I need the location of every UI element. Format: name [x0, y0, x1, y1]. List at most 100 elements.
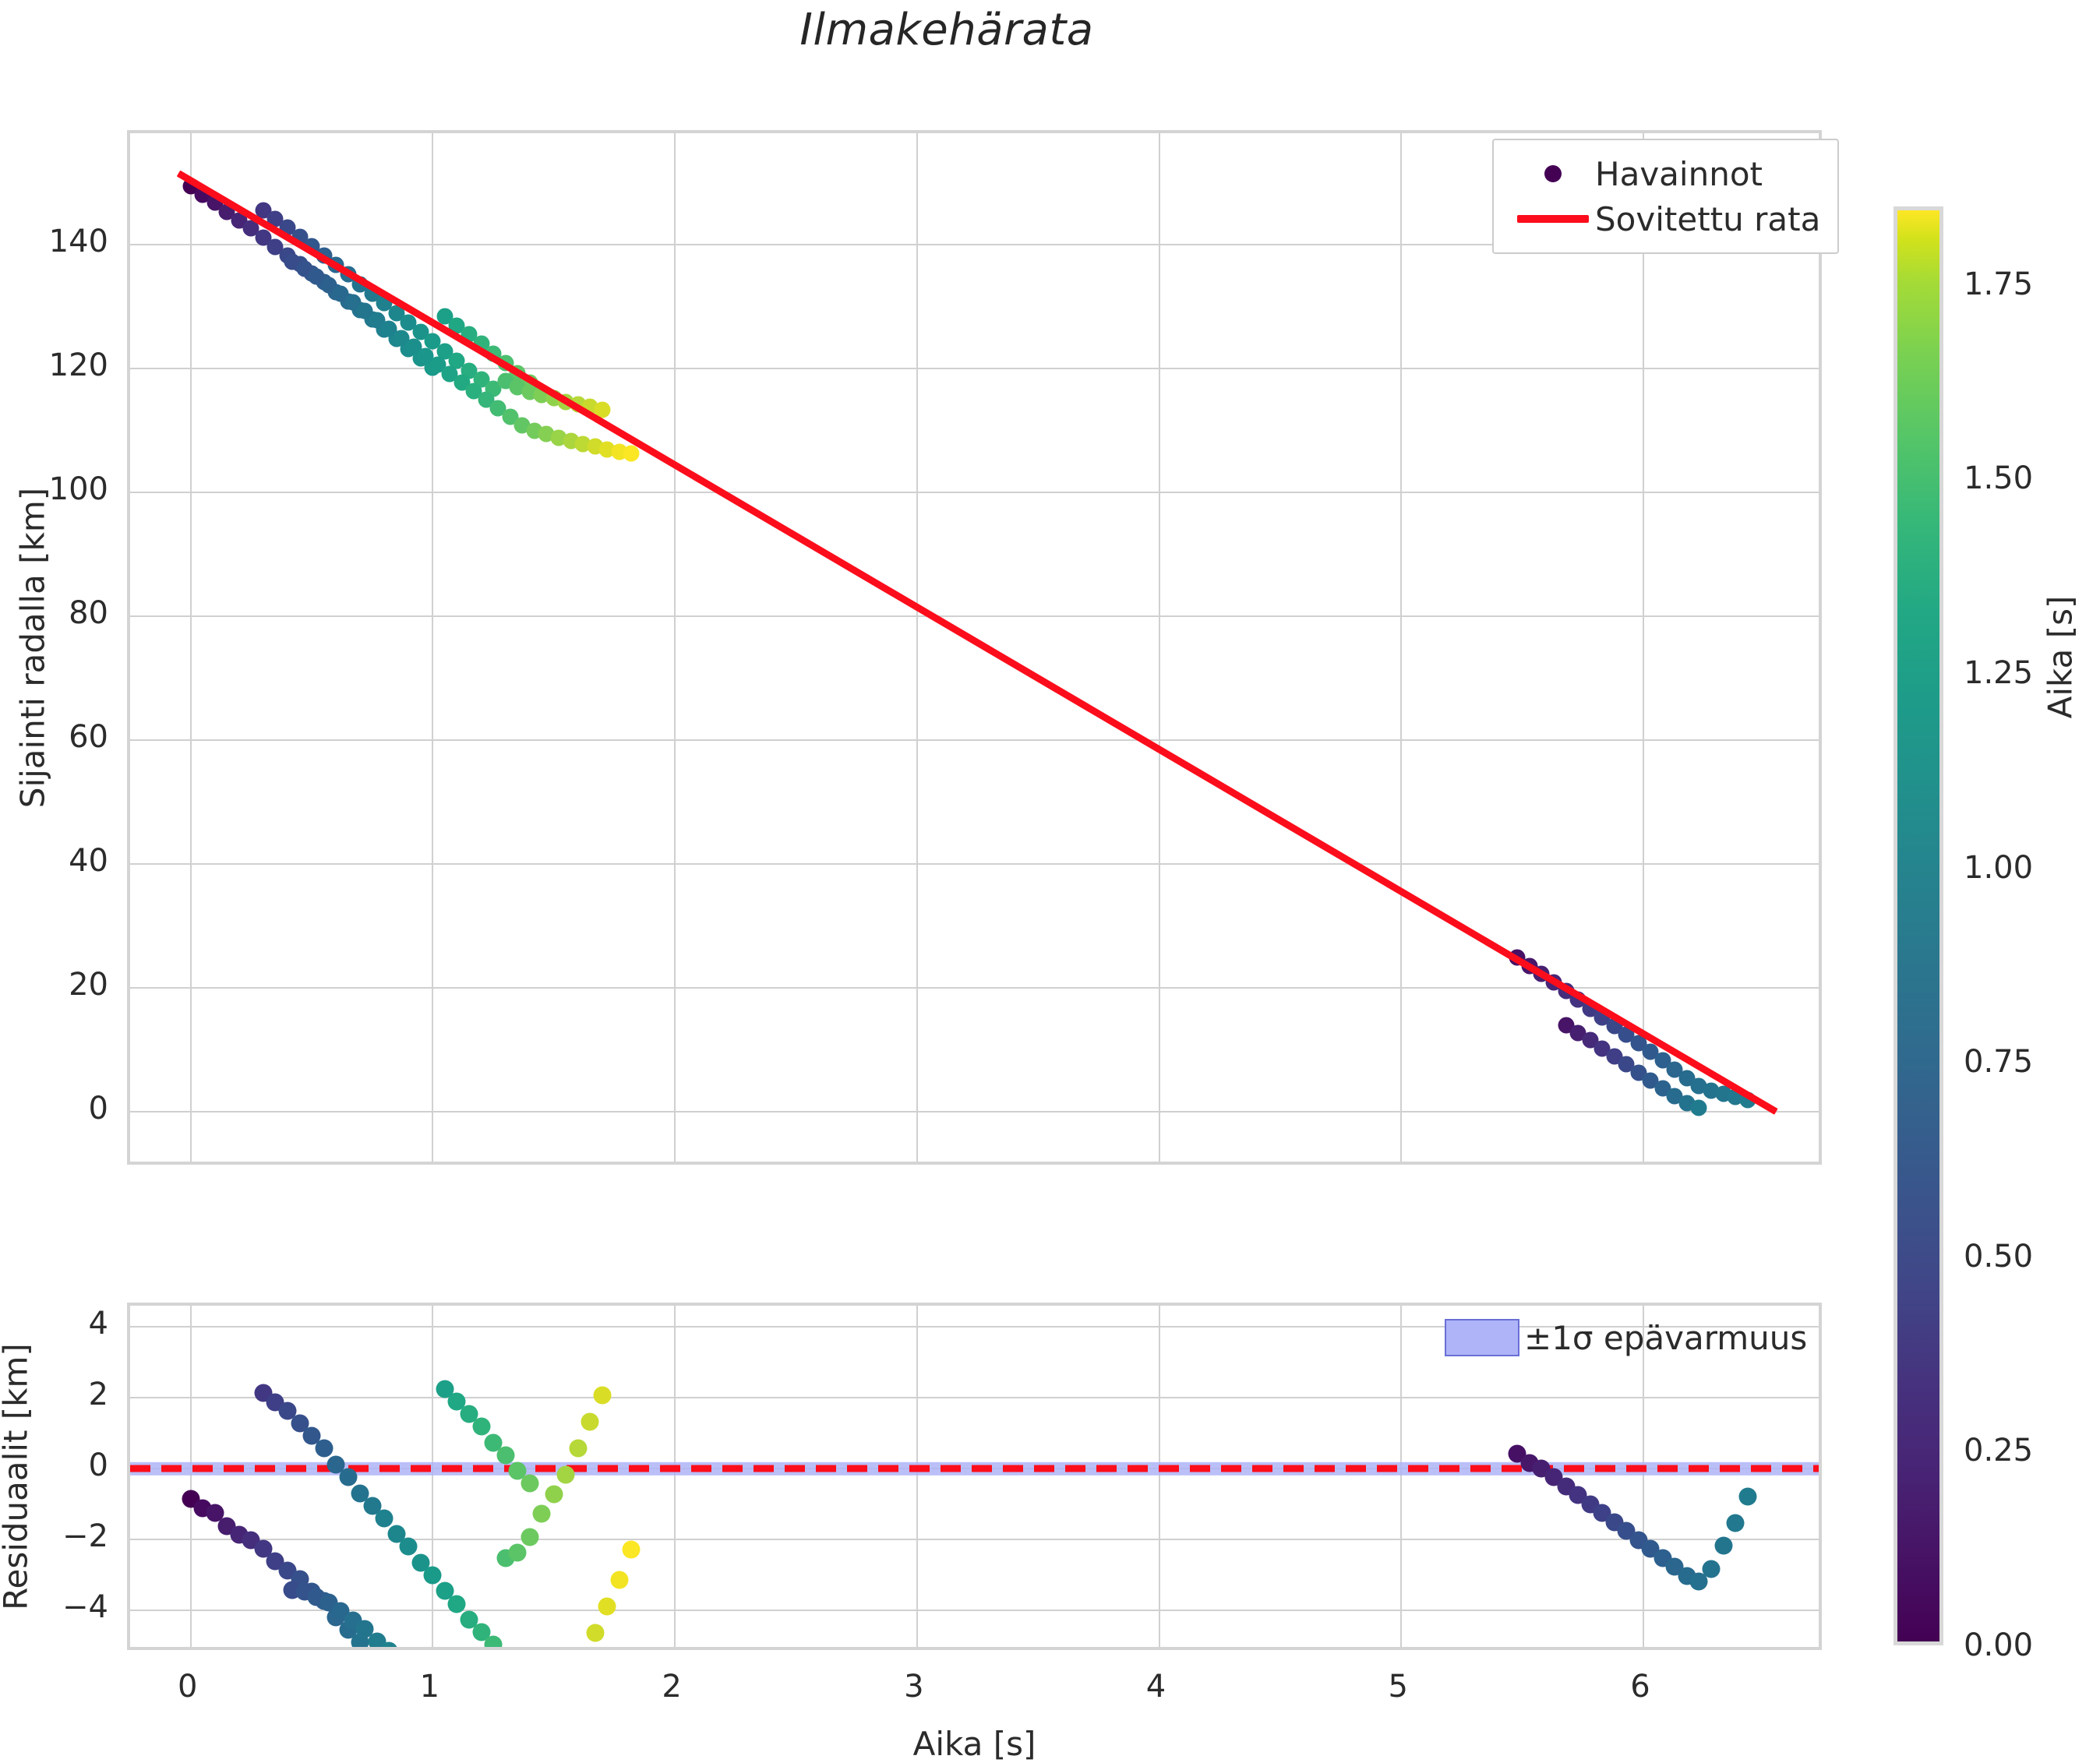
x-tick-label: 1 [419, 1669, 440, 1705]
sigma-band-icon [1440, 1319, 1524, 1356]
scatter-point [424, 333, 441, 350]
residual-point [339, 1468, 358, 1486]
legend-label-havainnot: Havainnot [1595, 154, 1763, 193]
residual-point [586, 1624, 605, 1642]
gridline-horizontal [130, 244, 1819, 246]
page-title: Ilmakehärata [799, 5, 1094, 55]
residual-point [472, 1417, 491, 1436]
residual-point [556, 1465, 575, 1484]
gridline-vertical [1642, 1306, 1644, 1647]
gridline-vertical [1158, 133, 1160, 1162]
residual-point [545, 1485, 563, 1504]
residual-point [598, 1597, 616, 1616]
fit-line-icon [1511, 215, 1595, 223]
residual-point [508, 1462, 527, 1480]
gridline-vertical [1642, 133, 1644, 1162]
scatter-point [623, 445, 640, 462]
residual-point [1726, 1514, 1745, 1532]
residual-point [351, 1484, 369, 1503]
residual-point [368, 1632, 386, 1647]
colorbar-tick-label: 0.75 [1964, 1044, 2034, 1081]
y-tick-label: 40 [69, 843, 108, 880]
y-tick-label: 140 [48, 224, 108, 260]
colorbar-tick-label: 1.50 [1964, 460, 2034, 497]
scatter-point [405, 338, 422, 355]
residual-point [315, 1439, 334, 1458]
residual-point [375, 1509, 394, 1528]
scatter-point [380, 320, 397, 337]
residual-y-tick-label: 4 [88, 1306, 108, 1342]
gridline-horizontal [130, 1397, 1819, 1399]
scatter-point [594, 401, 611, 418]
residual-legend: ±1σ epävarmuus [1440, 1314, 1807, 1361]
legend-label-sovitettu-rata: Sovitettu rata [1595, 199, 1821, 238]
scatter-point [255, 229, 272, 246]
colorbar-tick-label: 0.50 [1964, 1238, 2034, 1275]
residual-point [436, 1380, 454, 1398]
residual-point [496, 1446, 515, 1465]
scatter-marker-icon [1511, 165, 1595, 182]
scatter-point [1690, 1099, 1707, 1116]
residual-point [532, 1504, 551, 1523]
residual-point [1714, 1536, 1732, 1555]
residual-point [291, 1414, 309, 1433]
legend-label-sigma: ±1σ epävarmuus [1524, 1318, 1808, 1357]
scatter-point [388, 305, 405, 322]
colorbar-tick-label: 1.25 [1964, 655, 2034, 692]
scatter-point [344, 294, 362, 311]
residual-point [411, 1553, 430, 1572]
residual-point [302, 1426, 321, 1445]
y-tick-label: 80 [69, 595, 108, 632]
y-tick-label: 100 [48, 471, 108, 508]
gridline-vertical [916, 1306, 918, 1647]
legend-item-sigma: ±1σ epävarmuus [1440, 1314, 1807, 1361]
residual-point [447, 1595, 466, 1613]
residual-y-axis-label: Residuaalit [km] [0, 1343, 35, 1610]
residual-point [581, 1412, 599, 1431]
residual-point [484, 1433, 503, 1452]
gridline-vertical [1158, 1306, 1160, 1647]
residual-point [355, 1620, 374, 1638]
scatter-point [436, 343, 454, 360]
y-tick-label: 60 [69, 719, 108, 756]
zero-reference-line [130, 1465, 1819, 1472]
residual-point [1702, 1560, 1721, 1578]
residual-point [399, 1537, 418, 1556]
gridline-horizontal [130, 739, 1819, 742]
colorbar-tick-label: 0.00 [1964, 1627, 2034, 1663]
residual-point [423, 1566, 442, 1585]
residual-point [622, 1540, 641, 1559]
residual-point [206, 1504, 224, 1522]
scatter-point [412, 323, 429, 340]
residual-point [436, 1581, 454, 1600]
residual-point [521, 1474, 539, 1493]
main-legend: Havainnot Sovitettu rata [1492, 139, 1840, 254]
scatter-point [242, 220, 259, 237]
residual-plot-axes [127, 1303, 1822, 1650]
residual-point [1689, 1572, 1708, 1591]
residual-point [472, 1623, 491, 1641]
residual-point [363, 1497, 382, 1515]
main-y-axis-label: Sijainti radalla [km] [13, 487, 52, 809]
colorbar-tick-label: 0.25 [1964, 1433, 2034, 1469]
gridline-vertical [189, 133, 192, 1162]
scatter-point [436, 308, 454, 325]
scatter-point [400, 314, 417, 331]
residual-point [508, 1543, 527, 1562]
gridline-vertical [432, 133, 434, 1162]
gridline-horizontal [130, 1610, 1819, 1612]
gridline-vertical [674, 133, 676, 1162]
scatter-point [356, 302, 373, 319]
y-tick-label: 120 [48, 347, 108, 384]
y-tick-label: 20 [69, 967, 108, 1003]
residual-y-tick-label: −2 [62, 1518, 108, 1555]
gridline-horizontal [130, 615, 1819, 618]
residual-point [1738, 1487, 1757, 1506]
x-tick-label: 5 [1388, 1669, 1408, 1705]
scatter-point [448, 352, 465, 369]
main-plot-axes [127, 130, 1822, 1165]
residual-point [387, 1525, 406, 1543]
gridline-vertical [1400, 133, 1403, 1162]
gridline-horizontal [130, 368, 1819, 370]
